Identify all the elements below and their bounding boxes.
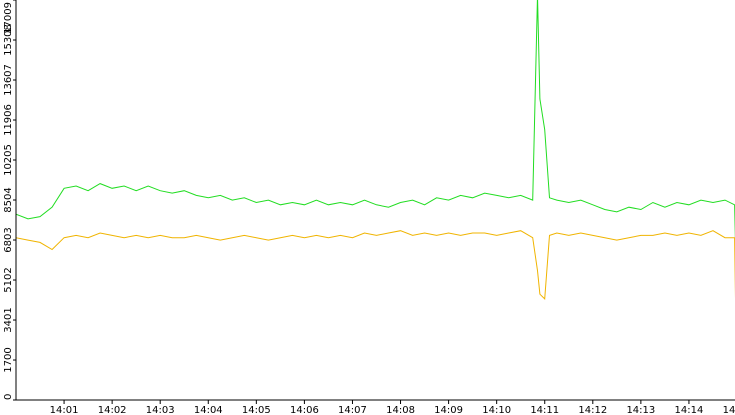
x-tick-label: 14:07 xyxy=(338,405,367,415)
x-tick-label: 14:01 xyxy=(50,405,79,415)
x-tick-label: 14:14 xyxy=(675,405,704,415)
x-tick-label: 14:04 xyxy=(194,405,223,415)
y-tick-label: 6803 xyxy=(3,227,14,252)
plot-area xyxy=(16,0,735,301)
x-tick-label: 14:08 xyxy=(386,405,415,415)
y-tick-label: 1700 xyxy=(3,347,14,372)
x-tick-label: 14:12 xyxy=(578,405,607,415)
y-tick-label: 17009 xyxy=(3,2,14,34)
x-tick-label: 14:03 xyxy=(146,405,175,415)
series-line xyxy=(16,0,735,244)
x-tick-label: 14:11 xyxy=(530,405,559,415)
y-tick-label: 15308 xyxy=(3,24,14,56)
x-tick-label: 14:13 xyxy=(626,405,655,415)
y-tick-label: 5102 xyxy=(3,267,14,292)
y-tick-label: 3401 xyxy=(3,307,14,332)
y-tick-label: 8504 xyxy=(3,187,14,212)
x-tick-label: 14:02 xyxy=(98,405,127,415)
x-tick-label: 14:05 xyxy=(242,405,271,415)
x-tick-label: 14:15 xyxy=(723,405,735,415)
y-tick-label: 13607 xyxy=(3,64,14,96)
x-tick-label: 14:06 xyxy=(290,405,319,415)
x-tick-label: 14:10 xyxy=(482,405,511,415)
series-line xyxy=(16,230,735,301)
x-tick-label: 14:09 xyxy=(434,405,463,415)
y-tick-label: 11906 xyxy=(3,104,14,136)
y-tick-label: 10205 xyxy=(3,144,14,176)
y-tick-label: 0 xyxy=(3,394,14,400)
